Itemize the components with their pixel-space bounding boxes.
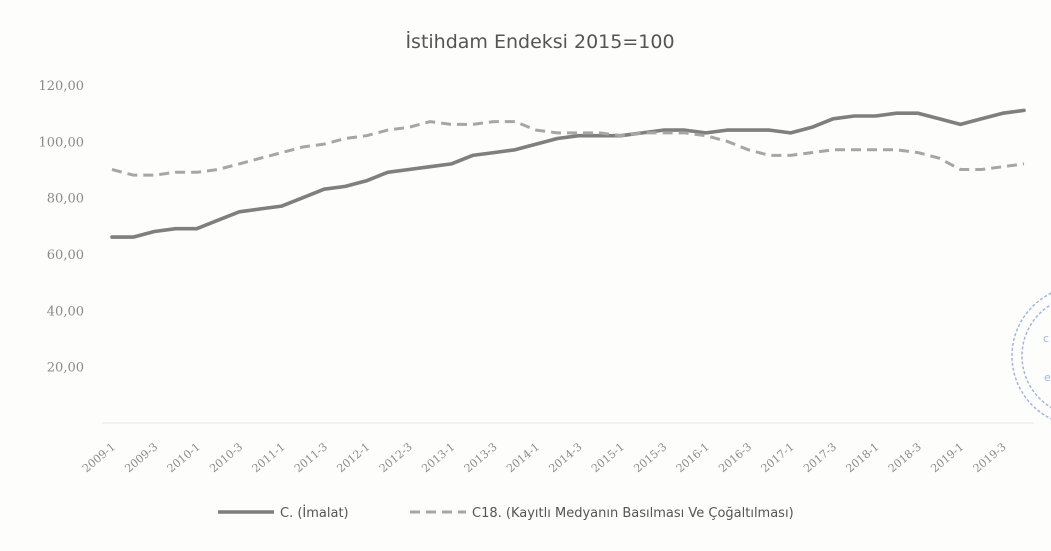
x-tick-label: 2013-1	[419, 440, 457, 475]
y-tick-label: 40,00	[47, 304, 84, 319]
legend-label-2: C18. (Kayıtlı Medyanın Basılması Ve Çoğa…	[472, 506, 794, 521]
y-tick-label: 100,00	[39, 135, 85, 150]
x-tick-label: 2019-1	[928, 440, 966, 475]
x-tick-label: 2018-1	[843, 440, 881, 475]
x-tick-label: 2013-3	[462, 440, 500, 475]
x-tick-label: 2009-3	[122, 440, 160, 475]
x-tick-label: 2011-3	[292, 440, 330, 475]
x-tick-label: 2010-3	[207, 440, 245, 475]
x-tick-label: 2017-1	[759, 440, 797, 475]
stamp-icon: ce	[1011, 292, 1051, 420]
x-tick-label: 2014-1	[504, 440, 542, 475]
x-tick-label: 2014-3	[547, 440, 585, 475]
x-tick-label: 2019-3	[971, 440, 1009, 475]
series-line-1	[110, 108, 1026, 239]
x-tick-label: 2010-1	[165, 440, 203, 475]
legend: C. (İmalat) C18. (Kayıtlı Medyanın Basılm…	[218, 505, 794, 521]
x-tick-label: 2009-1	[80, 440, 118, 475]
stamp-glyph: c	[1043, 332, 1049, 345]
stamp-outer-ring	[1011, 292, 1051, 420]
y-axis-ticks: 20,00 40,00 60,00 80,00 100,00 120,00	[39, 79, 85, 376]
x-tick-label: 2012-3	[377, 440, 415, 475]
legend-label-1: C. (İmalat)	[280, 505, 349, 521]
x-tick-label: 2012-1	[334, 440, 372, 475]
y-tick-label: 60,00	[47, 248, 84, 263]
x-tick-label: 2011-1	[250, 440, 288, 475]
x-tick-label: 2015-3	[631, 440, 669, 475]
y-tick-label: 20,00	[47, 361, 84, 376]
stamp-inner-ring	[1021, 303, 1051, 409]
x-axis-ticks: 2009-1 2009-3 2010-1 2010-3 2011-1 2011-3 2012…	[80, 440, 1009, 475]
series-lines	[110, 108, 1026, 239]
x-tick-label: 2016-3	[716, 440, 754, 475]
y-tick-label: 120,00	[39, 79, 85, 94]
chart-title: İstihdam Endeksi 2015=100	[405, 30, 674, 53]
stamp-glyph: e	[1044, 371, 1051, 384]
series-line-2	[111, 120, 1025, 177]
y-tick-label: 80,00	[47, 192, 84, 207]
x-tick-label: 2017-3	[801, 440, 839, 475]
x-tick-label: 2016-1	[674, 440, 712, 475]
x-tick-label: 2018-3	[886, 440, 924, 475]
x-tick-label: 2015-1	[589, 440, 627, 475]
